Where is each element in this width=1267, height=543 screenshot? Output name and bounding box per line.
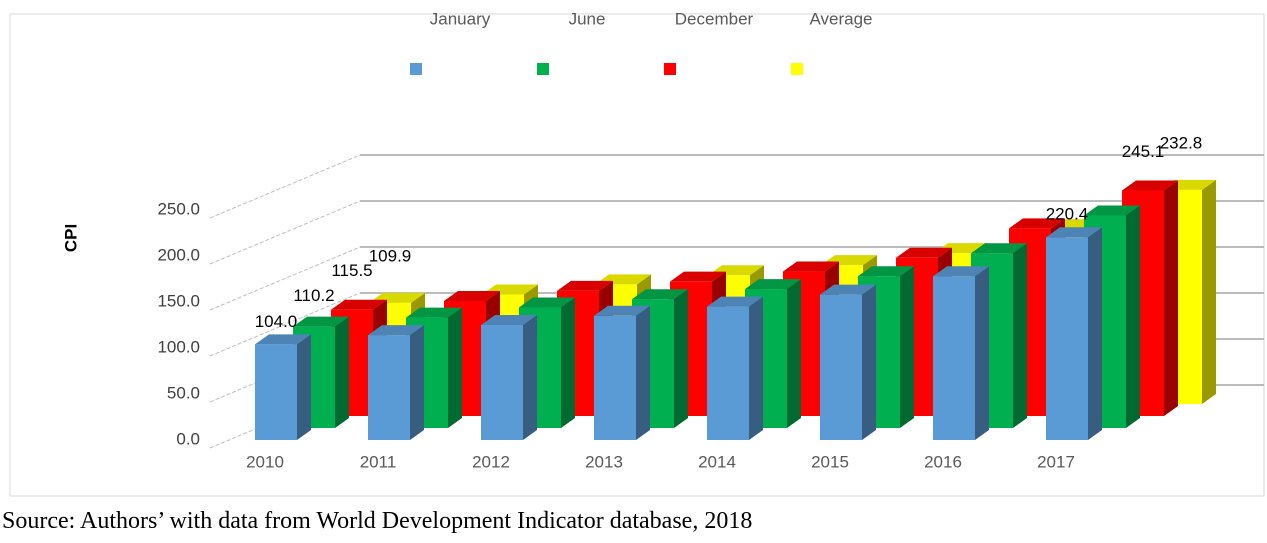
bar-side — [561, 297, 575, 428]
bar-front — [1046, 237, 1088, 440]
bar-side — [335, 316, 349, 428]
bar-front — [933, 276, 975, 440]
grid-line — [209, 200, 361, 265]
chart: CPI 0.0 50.0 100.0 150.0 200.0 250.0 232.8 109.… — [9, 9, 1265, 497]
bar-top — [368, 325, 424, 336]
x-tick-label: 2015 — [811, 452, 849, 471]
bar-top — [557, 280, 613, 291]
bar-side — [523, 315, 537, 440]
legend-label: December — [675, 9, 754, 28]
bar-top — [707, 296, 763, 307]
bar-side — [297, 334, 311, 440]
data-label: 245.1 — [1122, 142, 1165, 161]
grid-line — [209, 292, 361, 357]
bar-top — [1009, 218, 1065, 229]
data-label: 220.4 — [1046, 205, 1089, 224]
bar — [481, 315, 537, 440]
grid-line — [209, 246, 361, 311]
x-tick-label: 2016 — [924, 452, 962, 471]
grid-line — [209, 154, 361, 219]
legend-label: Average — [809, 9, 872, 28]
bar-top — [519, 297, 575, 308]
bar — [820, 284, 876, 440]
bar-side — [1126, 205, 1140, 428]
bar-top — [745, 279, 801, 290]
bar-side — [410, 325, 424, 440]
bar-top — [933, 266, 989, 277]
y-tick-label: 50.0 — [167, 383, 200, 402]
x-tick-label: 2011 — [360, 452, 397, 471]
bar-top — [1046, 227, 1102, 238]
legend-label: January — [430, 9, 491, 28]
bar — [933, 266, 989, 440]
bar-side — [1088, 227, 1102, 440]
source-note: Source: Authors’ with data from World De… — [2, 508, 753, 534]
legend-swatch — [791, 63, 803, 75]
bar-top — [971, 243, 1027, 254]
x-tick-label: 2012 — [472, 452, 510, 471]
bar-front — [707, 306, 749, 440]
bar-side — [636, 305, 650, 440]
bar-top — [858, 266, 914, 277]
data-label: 232.8 — [1160, 133, 1203, 152]
bar-top — [293, 316, 349, 327]
bar-front — [481, 325, 523, 440]
bar-side — [975, 266, 989, 440]
y-tick-label: 250.0 — [157, 199, 200, 218]
y-tick-label: 0.0 — [176, 429, 200, 448]
bar-side — [674, 289, 688, 428]
bar-top — [255, 334, 311, 345]
bar-side — [787, 279, 801, 428]
legend-swatch — [537, 63, 549, 75]
y-axis-label: CPI — [61, 224, 80, 252]
data-label: 104.0 — [255, 312, 298, 331]
bar-top — [444, 291, 500, 301]
legend-swatch — [664, 63, 676, 75]
bar-side — [1202, 179, 1216, 404]
bar-side — [900, 266, 914, 428]
bar-top — [406, 307, 462, 318]
bar-side — [448, 307, 462, 428]
bar-front — [368, 335, 410, 440]
x-tick-label: 2014 — [698, 452, 736, 471]
bar — [255, 334, 311, 440]
x-tick-label: 2017 — [1037, 452, 1075, 471]
bar-side — [862, 284, 876, 440]
bar — [368, 325, 424, 440]
bar-top — [632, 289, 688, 300]
bar-side — [1013, 243, 1027, 428]
bar-top — [820, 284, 876, 295]
bar-top — [1122, 180, 1178, 191]
bar — [594, 305, 650, 440]
bar-top — [896, 247, 952, 258]
legend-swatch — [410, 63, 422, 75]
bar-top — [331, 299, 387, 310]
x-tick-label: 2010 — [246, 452, 284, 471]
bar-side — [1164, 180, 1178, 416]
data-label: 115.5 — [331, 261, 372, 280]
bar-top — [670, 271, 726, 282]
legend-label: June — [569, 9, 606, 28]
bar-top — [783, 261, 839, 272]
data-label: 110.2 — [293, 286, 334, 305]
y-tick-label: 150.0 — [157, 291, 200, 310]
bar-top — [594, 305, 650, 316]
bar-front — [820, 294, 862, 440]
y-tick-label: 100.0 — [157, 337, 200, 356]
y-tick-label: 200.0 — [157, 245, 200, 264]
bar — [1046, 227, 1102, 440]
bar-top — [1084, 205, 1140, 216]
bar-front — [594, 315, 636, 440]
bar-front — [255, 344, 297, 440]
data-label: 109.9 — [369, 246, 412, 265]
bar-top — [481, 315, 537, 325]
x-tick-label: 2013 — [585, 452, 623, 471]
bar — [707, 296, 763, 440]
bar-side — [749, 296, 763, 440]
